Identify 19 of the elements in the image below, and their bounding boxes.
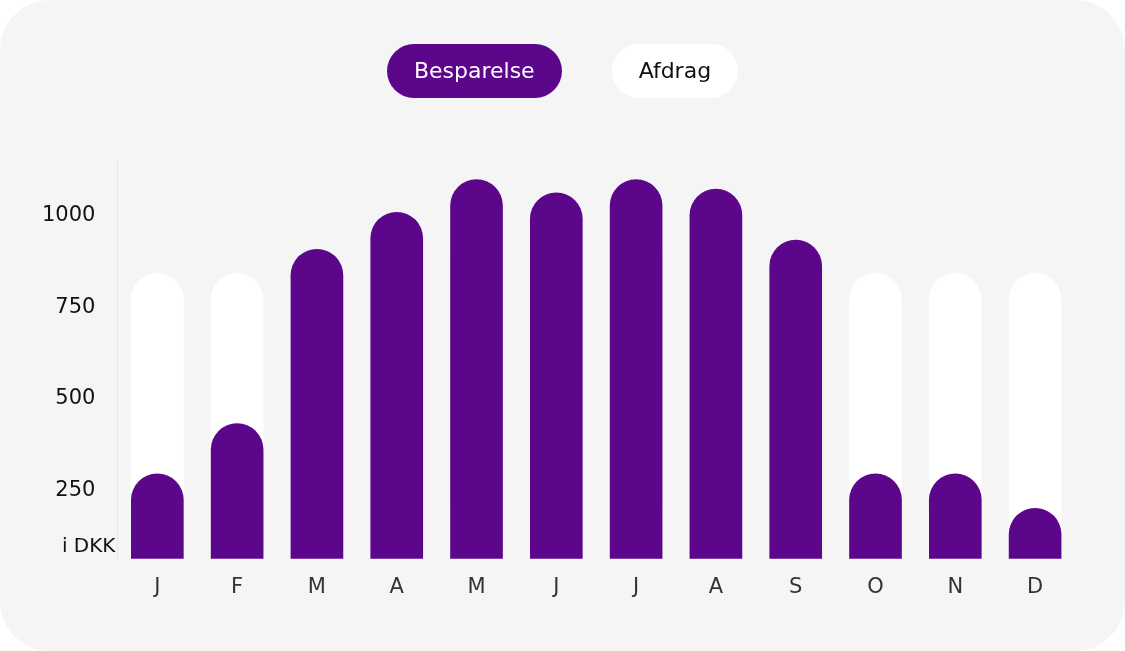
y-axis-title: i DKK: [61, 533, 117, 557]
x-tick-label: O: [867, 573, 884, 598]
x-tick-label: A: [389, 573, 405, 598]
x-tick-label: N: [947, 573, 964, 598]
x-tick-label: M: [307, 573, 326, 598]
x-tick-label: J: [551, 573, 560, 598]
x-tick-label: A: [708, 573, 724, 598]
x-tick-label: M: [467, 573, 486, 598]
y-tick-label: 500: [55, 385, 96, 410]
text: Besparelse: [386, 44, 562, 98]
x-tick-label: S: [789, 573, 803, 598]
x-tick-label: F: [231, 573, 244, 598]
x-tick-label: J: [631, 573, 640, 598]
x-tick-label: J: [152, 573, 161, 598]
y-tick-label: 750: [55, 293, 96, 318]
y-tick-label: 250: [55, 476, 96, 501]
x-tick-label: D: [1027, 573, 1044, 598]
text: Afdrag: [611, 44, 739, 98]
y-tick-label: 1000: [41, 202, 96, 226]
